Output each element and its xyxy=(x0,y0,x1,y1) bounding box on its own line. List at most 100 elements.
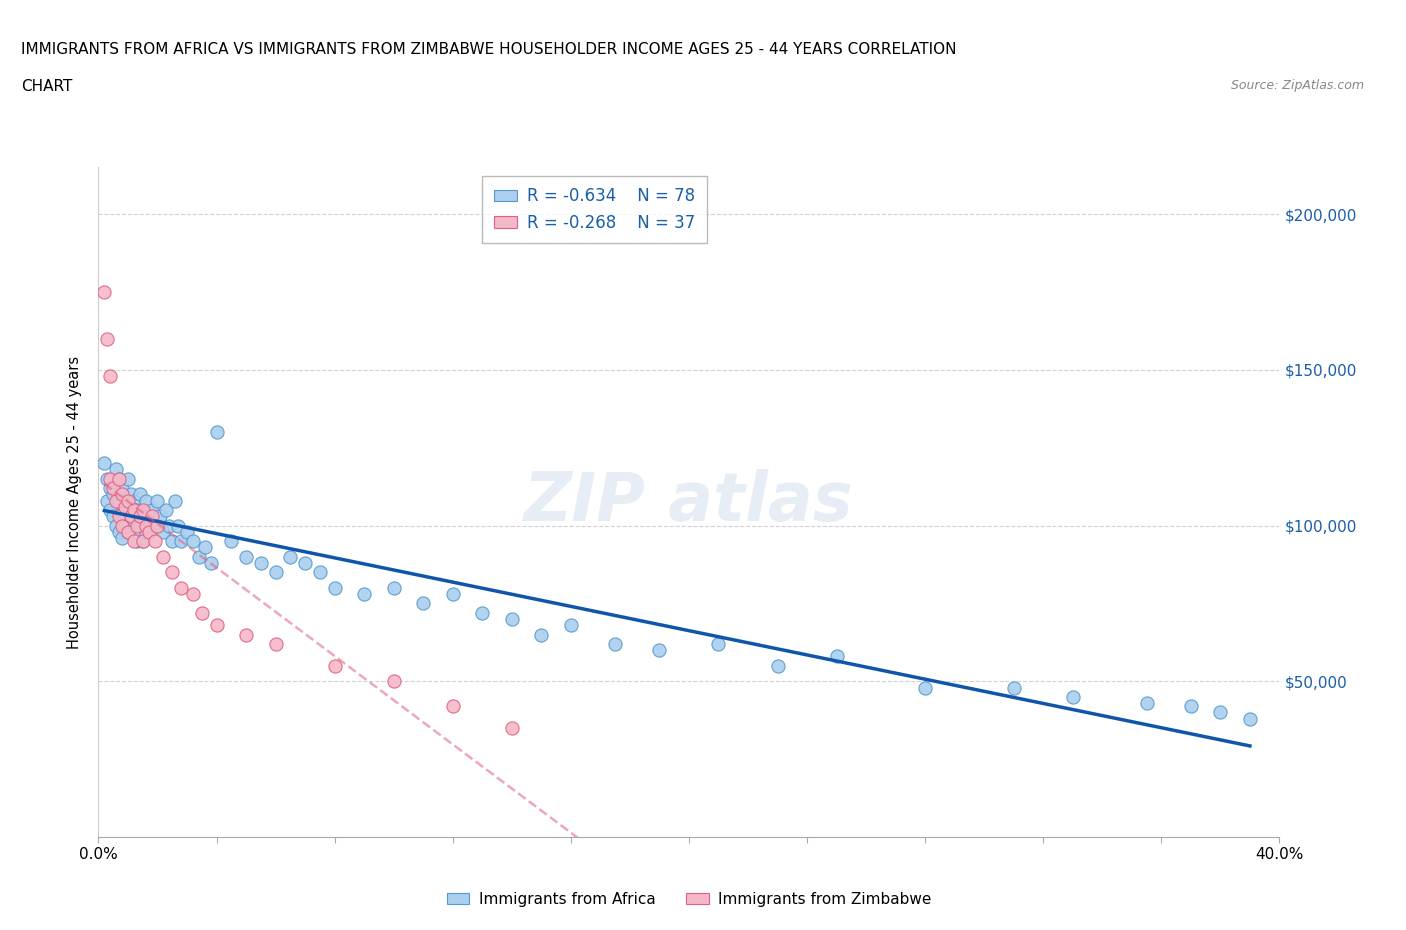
Point xyxy=(648,643,671,658)
Point xyxy=(103,481,125,496)
Point xyxy=(105,493,128,508)
Point xyxy=(323,658,346,673)
Point xyxy=(135,518,157,533)
Point xyxy=(111,481,134,496)
Point xyxy=(143,518,166,533)
Point xyxy=(98,502,121,517)
Point xyxy=(111,531,134,546)
Point xyxy=(152,525,174,539)
Point xyxy=(146,493,169,508)
Point xyxy=(825,649,848,664)
Point xyxy=(278,550,302,565)
Text: CHART: CHART xyxy=(21,79,73,94)
Point xyxy=(187,550,209,565)
Point xyxy=(157,518,180,533)
Point xyxy=(128,518,150,533)
Point xyxy=(205,618,228,632)
Point xyxy=(128,487,150,502)
Point xyxy=(132,509,155,524)
Point xyxy=(96,331,118,346)
Point xyxy=(96,493,118,508)
Point xyxy=(111,506,134,521)
Point xyxy=(766,658,789,673)
Point xyxy=(125,534,148,549)
Point xyxy=(914,680,936,695)
Point xyxy=(152,550,174,565)
Point xyxy=(170,580,193,595)
Point xyxy=(105,462,128,477)
Point xyxy=(441,698,464,713)
Point xyxy=(122,534,145,549)
Point xyxy=(117,525,139,539)
Point xyxy=(235,550,257,565)
Point xyxy=(146,518,169,533)
Point xyxy=(1239,711,1261,726)
Point xyxy=(165,493,187,508)
Point xyxy=(141,502,163,517)
Point xyxy=(167,518,190,533)
Text: Source: ZipAtlas.com: Source: ZipAtlas.com xyxy=(1230,79,1364,92)
Point xyxy=(108,472,131,486)
Point xyxy=(176,525,198,539)
Point xyxy=(382,674,405,689)
Point xyxy=(194,540,217,555)
Point xyxy=(191,605,214,620)
Point xyxy=(132,534,155,549)
Point xyxy=(114,499,136,514)
Point xyxy=(219,534,242,549)
Point xyxy=(1135,696,1157,711)
Point xyxy=(120,509,142,524)
Point xyxy=(707,636,730,651)
Point xyxy=(138,509,160,524)
Point xyxy=(132,502,155,517)
Y-axis label: Householder Income Ages 25 - 44 years: Householder Income Ages 25 - 44 years xyxy=(67,355,83,649)
Point xyxy=(105,518,128,533)
Point xyxy=(122,502,145,517)
Point xyxy=(103,487,125,502)
Point xyxy=(323,580,346,595)
Point xyxy=(114,518,136,533)
Point xyxy=(135,493,157,508)
Point xyxy=(441,587,464,602)
Point xyxy=(108,472,131,486)
Point xyxy=(264,565,287,579)
Point xyxy=(205,425,228,440)
Point xyxy=(108,509,131,524)
Point xyxy=(98,472,121,486)
Point xyxy=(117,472,139,486)
Point xyxy=(149,509,172,524)
Point xyxy=(200,555,222,570)
Point xyxy=(162,565,183,579)
Point xyxy=(162,534,183,549)
Point xyxy=(501,612,523,627)
Point xyxy=(125,502,148,517)
Point xyxy=(181,534,204,549)
Point xyxy=(530,627,553,642)
Point xyxy=(605,636,627,651)
Point xyxy=(264,636,287,651)
Point xyxy=(108,525,131,539)
Point xyxy=(382,580,405,595)
Point xyxy=(309,565,332,579)
Point xyxy=(96,472,118,486)
Point xyxy=(93,285,115,299)
Point xyxy=(294,555,316,570)
Point xyxy=(98,481,121,496)
Point xyxy=(501,721,523,736)
Point xyxy=(114,493,136,508)
Point xyxy=(1002,680,1025,695)
Point xyxy=(143,534,166,549)
Point xyxy=(122,518,145,533)
Point xyxy=(103,509,125,524)
Legend: Immigrants from Africa, Immigrants from Zimbabwe: Immigrants from Africa, Immigrants from … xyxy=(440,886,938,913)
Point xyxy=(181,587,204,602)
Point xyxy=(141,509,163,524)
Point xyxy=(120,487,142,502)
Point xyxy=(353,587,375,602)
Point xyxy=(1062,689,1084,704)
Point xyxy=(135,525,157,539)
Point xyxy=(117,499,139,514)
Point xyxy=(1180,698,1202,713)
Point xyxy=(560,618,582,632)
Point xyxy=(120,509,142,524)
